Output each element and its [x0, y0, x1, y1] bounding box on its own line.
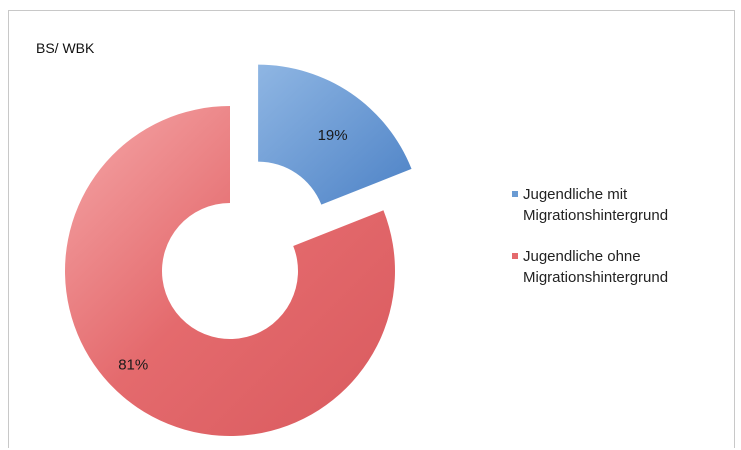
legend-item-ohne-migrationshintergrund: Jugendliche ohne Migrationshintergrund	[512, 246, 733, 288]
slice-data-label: 19%	[318, 127, 348, 144]
slice-data-label: 81%	[118, 356, 148, 373]
donut-slice-ohne-migrationshintergrund	[64, 105, 395, 436]
donut-slice-mit-migrationshintergrund	[258, 64, 412, 205]
legend-item-mit-migrationshintergrund: Jugendliche mit Migrationshintergrund	[512, 184, 733, 226]
chart-title: BS/ WBK	[36, 40, 95, 56]
legend-label: Jugendliche mit Migrationshintergrund	[523, 186, 669, 224]
legend-label: Jugendliche ohne Migrationshintergrund	[523, 248, 669, 286]
legend-swatch	[512, 191, 518, 197]
legend-swatch	[512, 253, 518, 259]
